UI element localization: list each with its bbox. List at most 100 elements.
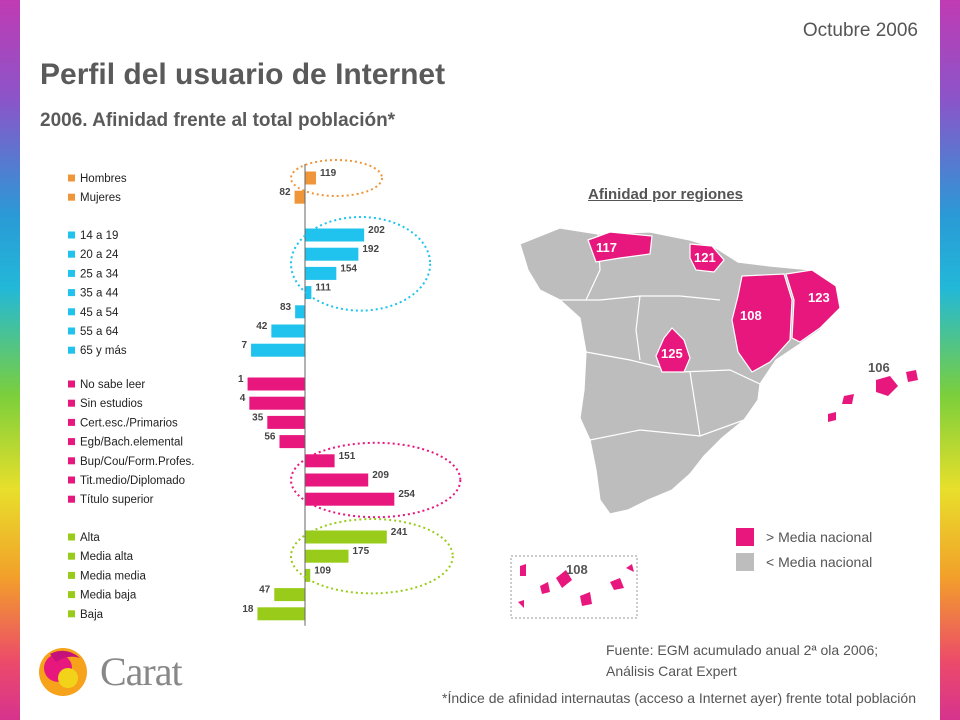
right-rainbow-stripe xyxy=(940,0,960,720)
legend-below-label: < Media nacional xyxy=(766,554,873,570)
legend-below-swatch xyxy=(736,553,754,571)
category-bullet-14-a-19 xyxy=(68,231,75,239)
value-label-media-media: 109 xyxy=(314,565,331,576)
category-bullet-sin-estudios xyxy=(68,399,75,407)
map-region-pais-vasco xyxy=(689,243,725,273)
category-label-t-tulo-superior: Título superior xyxy=(80,494,154,506)
category-label-65-y-m-s: 65 y más xyxy=(80,345,127,357)
map-label-cataluna: 123 xyxy=(808,290,830,305)
bar-25-a-34 xyxy=(305,266,337,280)
bar-media-media xyxy=(305,568,311,582)
category-bullet-media-baja xyxy=(68,591,75,599)
value-label-cert-esc-primarios: 35 xyxy=(252,412,264,423)
highlight-ellipse-clase xyxy=(290,518,454,595)
category-label-20-a-24: 20 a 24 xyxy=(80,249,119,261)
map-label-aragon: 108 xyxy=(740,308,762,323)
category-bullet-55-a-64 xyxy=(68,327,75,335)
bar-55-a-64 xyxy=(271,324,305,338)
category-label-tit-medio-diplomado: Tit.medio/Diplomado xyxy=(80,475,185,487)
left-rainbow-stripe xyxy=(0,0,20,720)
category-bullet-mujeres xyxy=(68,193,75,201)
bar-egb-bach-elemental xyxy=(279,435,305,449)
category-bullet-media-media xyxy=(68,571,75,579)
category-bullet-hombres xyxy=(68,174,75,182)
bar-14-a-19 xyxy=(305,228,365,242)
map-region-baleares xyxy=(828,370,918,422)
value-label-20-a-24: 192 xyxy=(362,244,379,255)
bar-media-baja xyxy=(274,588,305,602)
value-label-egb-bach-elemental: 56 xyxy=(264,432,276,443)
legend-above-swatch xyxy=(736,528,754,546)
page-title: Perfil del usuario de Internet xyxy=(40,58,446,91)
bar-20-a-24 xyxy=(305,247,359,261)
category-label-bup-cou-form-profes: Bup/Cou/Form.Profes. xyxy=(80,456,194,468)
category-bullet-65-y-m-s xyxy=(68,346,75,354)
bar-alta xyxy=(305,530,387,544)
value-label-no-sabe-leer: 1 xyxy=(238,374,244,385)
map-canarias-inset xyxy=(510,555,638,619)
category-label-mujeres: Mujeres xyxy=(80,192,121,204)
category-label-hombres: Hombres xyxy=(80,173,127,185)
value-label-25-a-34: 154 xyxy=(340,263,357,274)
category-label-media-media: Media media xyxy=(80,570,146,582)
bar-bup-cou-form-profes xyxy=(305,454,335,468)
bar-cert-esc-primarios xyxy=(267,415,305,429)
map-label-canarias: 108 xyxy=(566,562,588,577)
category-bullet-t-tulo-superior xyxy=(68,495,75,503)
footnote: *Índice de afinidad internautas (acceso … xyxy=(442,690,916,706)
value-label-baja: 18 xyxy=(242,604,254,615)
category-label-cert-esc-primarios: Cert.esc./Primarios xyxy=(80,417,178,429)
value-label-t-tulo-superior: 254 xyxy=(398,489,415,500)
legend-above-label: > Media nacional xyxy=(766,529,873,545)
category-bullet-25-a-34 xyxy=(68,269,75,277)
carat-logo-icon xyxy=(39,648,87,696)
category-label-45-a-54: 45 a 54 xyxy=(80,307,119,319)
value-label-media-alta: 175 xyxy=(353,546,370,557)
highlight-ellipse-estudios xyxy=(290,441,462,519)
value-label-media-baja: 47 xyxy=(259,585,271,596)
value-label-bup-cou-form-profes: 151 xyxy=(339,451,356,462)
category-label-25-a-34: 25 a 34 xyxy=(80,268,119,280)
value-label-hombres: 119 xyxy=(320,168,337,179)
value-label-alta: 241 xyxy=(391,527,408,538)
value-label-35-a-44: 111 xyxy=(315,283,331,294)
bar-t-tulo-superior xyxy=(305,492,395,506)
bar-sin-estudios xyxy=(249,396,305,410)
bar-35-a-44 xyxy=(305,286,312,300)
value-label-14-a-19: 202 xyxy=(368,225,385,236)
map-region-aragon xyxy=(731,273,793,373)
map-region-madrid xyxy=(655,327,691,373)
highlight-ellipse-edad xyxy=(290,215,432,312)
category-label-sin-estudios: Sin estudios xyxy=(80,398,143,410)
bar-mujeres xyxy=(294,190,305,204)
source-note: Fuente: EGM acumulado anual 2ª ola 2006;… xyxy=(606,640,878,682)
value-label-mujeres: 82 xyxy=(279,187,291,198)
bar-tit-medio-diplomado xyxy=(305,473,369,487)
category-bullet-no-sabe-leer xyxy=(68,380,75,388)
carat-logo-text: Carat xyxy=(100,648,183,694)
map-region-asturias xyxy=(587,231,653,263)
legend-above: > Media nacional xyxy=(736,528,872,546)
category-label-egb-bach-elemental: Egb/Bach.elemental xyxy=(80,437,183,449)
value-label-tit-medio-diplomado: 209 xyxy=(372,470,389,481)
category-label-14-a-19: 14 a 19 xyxy=(80,230,118,242)
category-label-media-baja: Media baja xyxy=(80,590,137,602)
bar-no-sabe-leer xyxy=(247,377,305,391)
category-bullet-media-alta xyxy=(68,552,75,560)
map-region-cataluna xyxy=(785,269,841,343)
map-label-baleares: 106 xyxy=(868,360,890,375)
category-bullet-35-a-44 xyxy=(68,289,75,297)
map-region-canarias xyxy=(518,564,634,608)
category-bullet-45-a-54 xyxy=(68,308,75,316)
category-bullet-20-a-24 xyxy=(68,250,75,258)
carat-logo: Carat xyxy=(36,644,183,698)
legend-below: < Media nacional xyxy=(736,553,872,571)
category-label-35-a-44: 35 a 44 xyxy=(80,288,119,300)
bar-hombres xyxy=(305,171,317,185)
source-line-1: Fuente: EGM acumulado anual 2ª ola 2006; xyxy=(606,642,879,658)
source-line-2: Análisis Carat Expert xyxy=(606,663,737,679)
category-bullet-cert-esc-primarios xyxy=(68,418,75,426)
category-label-no-sabe-leer: No sabe leer xyxy=(80,379,145,391)
